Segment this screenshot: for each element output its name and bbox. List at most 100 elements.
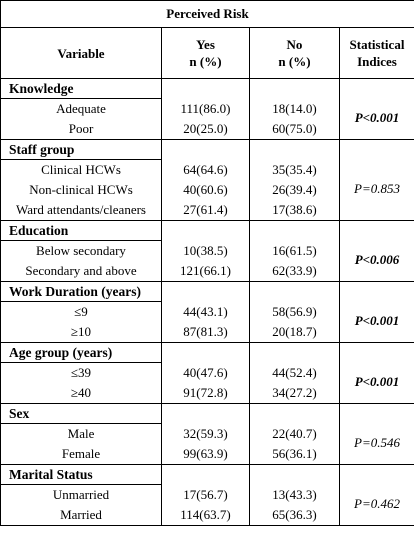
p-value-text: P<0.001	[354, 374, 400, 389]
variable-cell: Non-clinical HCWs	[0, 180, 162, 200]
table-row: ≤9 44(43.1) 58(56.9)	[0, 301, 414, 322]
yes-cell: 27(61.4)	[161, 200, 250, 221]
p-value-text: P<0.001	[354, 313, 400, 328]
yes-cell: 40(60.6)	[161, 180, 250, 200]
no-cell: 13(43.3)	[249, 484, 340, 505]
empty-cell	[249, 78, 340, 99]
variable-cell: ≥40	[0, 383, 162, 404]
yes-cell: 99(63.9)	[161, 444, 250, 465]
variable-cell: Unmarried	[0, 484, 162, 505]
empty-cell	[249, 464, 340, 485]
yes-cell: 17(56.7)	[161, 484, 250, 505]
yes-cell: 111(86.0)	[161, 98, 250, 119]
variable-cell: ≤9	[0, 301, 162, 322]
section-title: Marital Status	[0, 464, 162, 485]
p-value-text: P<0.001	[354, 110, 400, 125]
yes-cell: 40(47.6)	[161, 362, 250, 383]
section-header-row: Sex P=0.546	[0, 403, 414, 465]
section-header-row: Work Duration (years) P<0.001	[0, 281, 414, 343]
variable-cell: Ward attendants/cleaners	[0, 200, 162, 221]
statistical-index: P<0.001	[339, 78, 414, 140]
table-row: ≤39 40(47.6) 44(52.4)	[0, 362, 414, 383]
statistical-index: P=0.853	[339, 139, 414, 221]
empty-cell	[161, 464, 250, 485]
empty-cell	[161, 281, 250, 302]
no-cell: 34(27.2)	[249, 383, 340, 404]
header-yes: Yes n (%)	[161, 27, 250, 79]
section-title: Age group (years)	[0, 342, 162, 363]
no-cell: 65(36.3)	[249, 505, 340, 526]
no-cell: 26(39.4)	[249, 180, 340, 200]
statistical-index: P=0.462	[339, 464, 414, 526]
variable-cell: Female	[0, 444, 162, 465]
no-cell: 18(14.0)	[249, 98, 340, 119]
yes-cell: 114(63.7)	[161, 505, 250, 526]
table-row: Below secondary 10(38.5) 16(61.5)	[0, 240, 414, 261]
statistical-index: P=0.546	[339, 403, 414, 465]
variable-cell: Male	[0, 423, 162, 444]
empty-cell	[249, 220, 340, 241]
no-cell: 58(56.9)	[249, 301, 340, 322]
section-title: Sex	[0, 403, 162, 424]
variable-cell: Adequate	[0, 98, 162, 119]
variable-cell: ≥10	[0, 322, 162, 343]
section-header-row: Knowledge P<0.001	[0, 78, 414, 140]
no-cell: 44(52.4)	[249, 362, 340, 383]
section-title: Staff group	[0, 139, 162, 160]
no-cell: 22(40.7)	[249, 423, 340, 444]
no-cell: 16(61.5)	[249, 240, 340, 261]
empty-cell	[161, 403, 250, 424]
section-title: Work Duration (years)	[0, 281, 162, 302]
table-row: Adequate 111(86.0) 18(14.0)	[0, 98, 414, 119]
header-no: No n (%)	[249, 27, 340, 79]
empty-cell	[161, 139, 250, 160]
no-cell: 20(18.7)	[249, 322, 340, 343]
yes-cell: 20(25.0)	[161, 119, 250, 140]
perceived-risk-table: Perceived Risk Variable Yes n (%) No n (%)…	[0, 0, 414, 526]
p-value-text: P=0.462	[354, 496, 400, 511]
p-value-text: P=0.853	[354, 181, 400, 196]
table-row: Unmarried 17(56.7) 13(43.3)	[0, 484, 414, 505]
yes-cell: 44(43.1)	[161, 301, 250, 322]
yes-cell: 64(64.6)	[161, 159, 250, 180]
p-value-text: P<0.006	[354, 252, 400, 267]
p-value-text: P=0.546	[354, 435, 400, 450]
header-statistical-indices: Statistical Indices	[339, 27, 414, 79]
section-header-row: Education P<0.006	[0, 220, 414, 282]
section-title: Knowledge	[0, 78, 162, 99]
no-cell: 60(75.0)	[249, 119, 340, 140]
yes-cell: 91(72.8)	[161, 383, 250, 404]
empty-cell	[161, 342, 250, 363]
variable-cell: Married	[0, 505, 162, 526]
no-cell: 62(33.9)	[249, 261, 340, 282]
statistical-index: P<0.001	[339, 342, 414, 404]
statistical-index: P<0.006	[339, 220, 414, 282]
table-row: ≥40 91(72.8) 34(27.2)	[0, 383, 414, 404]
no-cell: 56(36.1)	[249, 444, 340, 465]
yes-cell: 10(38.5)	[161, 240, 250, 261]
table-row: Male 32(59.3) 22(40.7)	[0, 423, 414, 444]
variable-cell: ≤39	[0, 362, 162, 383]
section-title: Education	[0, 220, 162, 241]
variable-cell: Clinical HCWs	[0, 159, 162, 180]
section-header-row: Staff group P=0.853	[0, 139, 414, 221]
empty-cell	[161, 78, 250, 99]
table-row: Clinical HCWs 64(64.6) 35(35.4)	[0, 159, 414, 180]
empty-cell	[249, 342, 340, 363]
statistical-index: P<0.001	[339, 281, 414, 343]
variable-cell: Secondary and above	[0, 261, 162, 282]
empty-cell	[161, 220, 250, 241]
yes-cell: 87(81.3)	[161, 322, 250, 343]
header-variable: Variable	[0, 27, 162, 79]
table-row: Married 114(63.7) 65(36.3)	[0, 505, 414, 526]
table-caption: Perceived Risk	[0, 0, 414, 28]
table-row: ≥10 87(81.3) 20(18.7)	[0, 322, 414, 343]
section-header-row: Marital Status P=0.462	[0, 464, 414, 526]
table-row: Non-clinical HCWs 40(60.6) 26(39.4)	[0, 180, 414, 200]
empty-cell	[249, 281, 340, 302]
empty-cell	[249, 403, 340, 424]
yes-cell: 121(66.1)	[161, 261, 250, 282]
table-body: Knowledge P<0.001 Adequate 111(86.0) 18(14.0…	[0, 78, 414, 526]
yes-cell: 32(59.3)	[161, 423, 250, 444]
no-cell: 17(38.6)	[249, 200, 340, 221]
